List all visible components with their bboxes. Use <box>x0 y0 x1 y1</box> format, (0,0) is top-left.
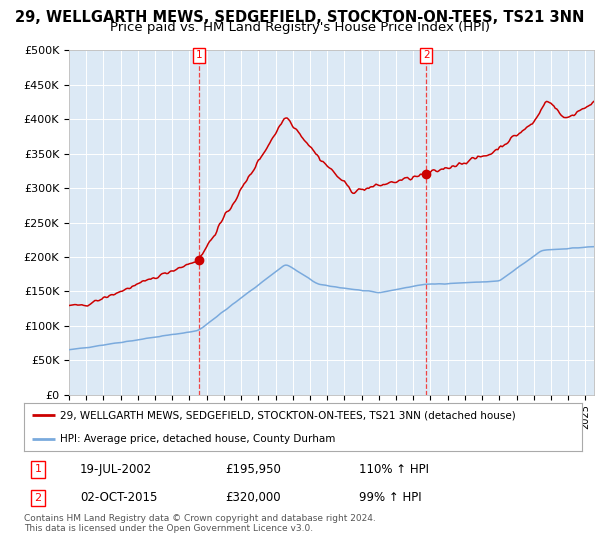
Text: 29, WELLGARTH MEWS, SEDGEFIELD, STOCKTON-ON-TEES, TS21 3NN (detached house): 29, WELLGARTH MEWS, SEDGEFIELD, STOCKTON… <box>60 410 516 420</box>
Text: 2: 2 <box>423 50 430 60</box>
Text: £195,950: £195,950 <box>225 463 281 476</box>
Text: 2: 2 <box>34 493 41 503</box>
Text: 19-JUL-2002: 19-JUL-2002 <box>80 463 152 476</box>
Text: 02-OCT-2015: 02-OCT-2015 <box>80 491 157 504</box>
Text: 29, WELLGARTH MEWS, SEDGEFIELD, STOCKTON-ON-TEES, TS21 3NN: 29, WELLGARTH MEWS, SEDGEFIELD, STOCKTON… <box>16 10 584 25</box>
Text: £320,000: £320,000 <box>225 491 281 504</box>
Text: 1: 1 <box>196 50 202 60</box>
Text: HPI: Average price, detached house, County Durham: HPI: Average price, detached house, Coun… <box>60 434 335 444</box>
Text: Price paid vs. HM Land Registry's House Price Index (HPI): Price paid vs. HM Land Registry's House … <box>110 21 490 34</box>
Text: 99% ↑ HPI: 99% ↑ HPI <box>359 491 421 504</box>
Text: Contains HM Land Registry data © Crown copyright and database right 2024.
This d: Contains HM Land Registry data © Crown c… <box>24 514 376 534</box>
Text: 1: 1 <box>34 464 41 474</box>
Text: 110% ↑ HPI: 110% ↑ HPI <box>359 463 429 476</box>
